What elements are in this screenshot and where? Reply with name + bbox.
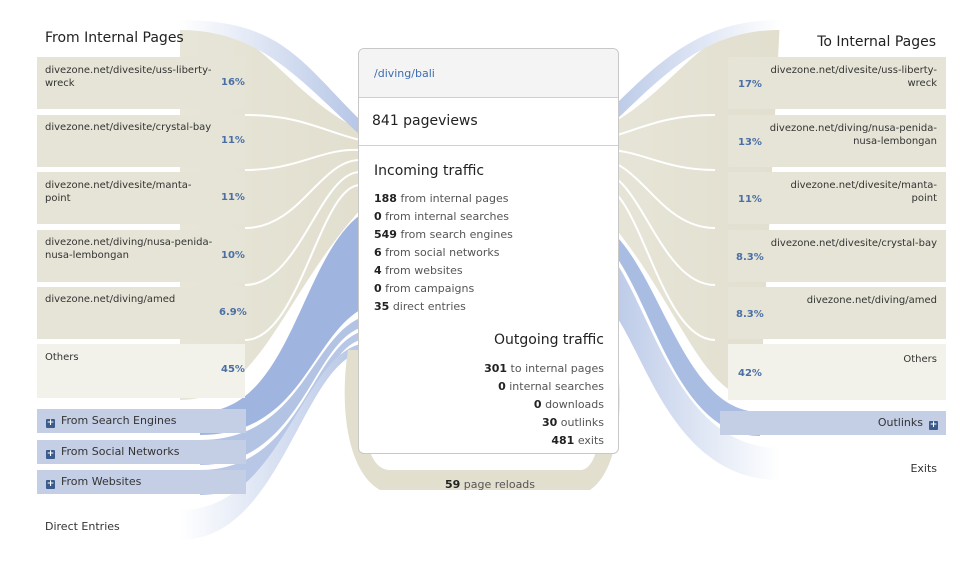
pageviews-count: 841 pageviews [372,113,478,129]
left-item-4[interactable]: divezone.net/diving/nusa-penida-nusa-lem… [37,230,245,282]
left-item-label: divezone.net/divesite/uss-liberty-wreck [45,65,212,89]
left-header: From Internal Pages [45,30,184,46]
right-item-4[interactable]: divezone.net/divesite/crystal-bay 8.3% [728,230,946,282]
left-item-1[interactable]: divezone.net/divesite/uss-liberty-wreck … [37,57,245,109]
outgoing-title: Outgoing traffic [494,332,604,348]
right-item-label: Others [903,354,937,365]
url-bar [359,49,618,98]
incoming-row: 6 from social networks [374,246,500,259]
plus-icon[interactable]: + [46,449,55,459]
left-item-others[interactable]: Others 45% [37,344,245,398]
outgoing-row: 0 downloads [533,398,604,411]
outlinks-flow [600,222,760,436]
direct-entries-label: Direct Entries [45,520,120,533]
outgoing-row: 301 to internal pages [484,362,604,375]
page-reloads-flow [344,350,620,490]
left-item-pct: 45% [221,364,245,375]
outlinks-label: Outlinks [877,416,923,429]
left-item-5[interactable]: divezone.net/diving/amed 6.9% [37,287,247,339]
exits-label: Exits [910,462,937,475]
left-item-label: Others [45,352,79,363]
right-item-label: divezone.net/divesite/uss-liberty-wreck [770,65,937,89]
left-item-label: divezone.net/divesite/crystal-bay [45,122,212,133]
outlinks-box[interactable]: Outlinks + [720,411,946,435]
right-item-pct: 8.3% [736,309,764,320]
left-item-2[interactable]: divezone.net/divesite/crystal-bay 11% [37,115,245,167]
right-item-label: divezone.net/diving/amed [806,295,937,306]
left-item-3[interactable]: divezone.net/divesite/manta-point 11% [37,172,245,224]
right-item-label: divezone.net/divesite/manta-point [790,180,937,204]
left-item-pct: 11% [221,192,245,203]
page-url-link[interactable]: /diving/bali [374,67,435,80]
left-item-label: divezone.net/diving/nusa-penida-nusa-lem… [45,237,213,261]
incoming-row: 549 from search engines [374,228,513,241]
plus-icon[interactable]: + [46,418,55,428]
left-item-pct: 11% [221,135,245,146]
right-item-pct: 17% [738,79,762,90]
source-label: From Search Engines [61,414,177,427]
from-social-networks[interactable]: + From Social Networks [37,440,246,464]
outgoing-row: 0 internal searches [498,380,604,393]
page-reloads-label: 59 page reloads [444,478,536,491]
incoming-row: 0 from campaigns [374,282,475,295]
right-item-2[interactable]: divezone.net/diving/nusa-penida-nusa-lem… [728,115,946,167]
incoming-row: 0 from internal searches [374,210,509,223]
right-header: To Internal Pages [817,34,936,50]
left-item-label: divezone.net/diving/amed [45,294,176,305]
plus-icon[interactable]: + [46,479,55,489]
right-item-5[interactable]: divezone.net/diving/amed 8.3% [728,287,946,339]
from-websites[interactable]: + From Websites [37,470,246,494]
incoming-row: 35 direct entries [374,300,466,313]
right-item-3[interactable]: divezone.net/divesite/manta-point 11% [728,172,946,224]
incoming-row: 188 from internal pages [374,192,509,205]
source-label: From Websites [61,475,142,488]
search-engine-flow [200,215,360,435]
right-item-pct: 11% [738,194,762,205]
from-search-engines[interactable]: + From Search Engines [37,409,246,433]
outgoing-row: 30 outlinks [541,416,604,429]
right-item-pct: 13% [738,137,762,148]
right-item-pct: 8.3% [736,252,764,263]
incoming-title: Incoming traffic [374,163,485,179]
incoming-row: 4 from websites [374,264,463,277]
right-item-pct: 42% [738,368,762,379]
right-item-1[interactable]: divezone.net/divesite/uss-liberty-wreck … [728,57,946,109]
plus-icon[interactable]: + [929,420,938,430]
right-item-others[interactable]: Others 42% [728,344,946,400]
right-item-label: divezone.net/divesite/crystal-bay [770,238,937,249]
right-item-label: divezone.net/diving/nusa-penida-nusa-lem… [769,123,937,147]
outgoing-row: 481 exits [551,434,604,447]
divider [359,145,618,146]
left-item-pct: 6.9% [219,307,247,318]
left-item-pct: 10% [221,250,245,261]
left-item-pct: 16% [221,77,245,88]
left-item-label: divezone.net/divesite/manta-point [45,180,192,204]
source-label: From Social Networks [61,445,180,458]
page-card: /diving/bali 841 pageviews Incoming traf… [358,48,619,454]
